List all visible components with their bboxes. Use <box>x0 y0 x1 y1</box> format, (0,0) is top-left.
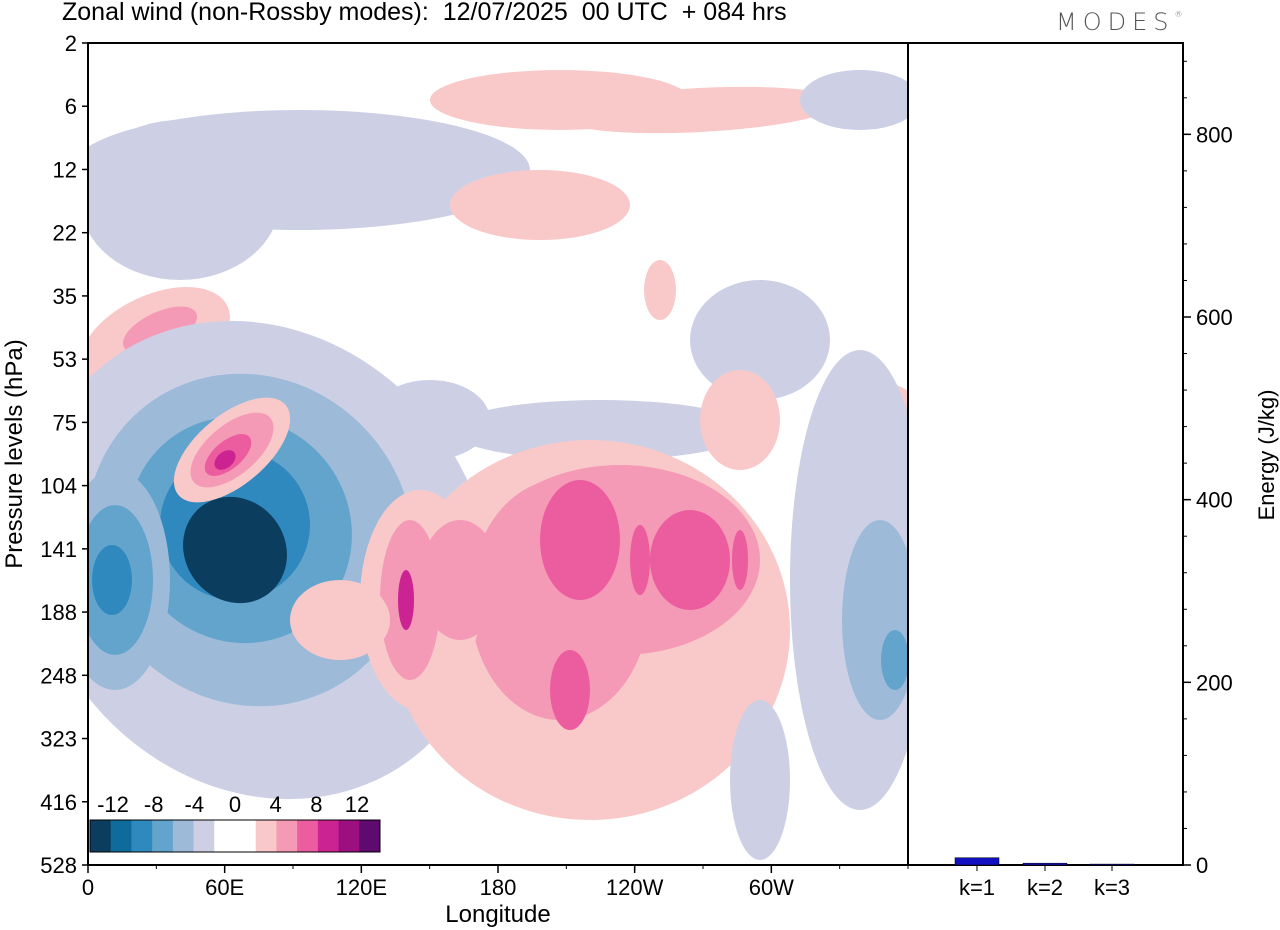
colorbar-swatch <box>90 820 112 852</box>
energy-tick-label: 400 <box>1196 488 1233 513</box>
pressure-axis: 2 6 12 22 35 53 75 104 141 188 248 323 416 528 <box>40 31 88 878</box>
x-tick-label: 120E <box>336 875 387 900</box>
y-tick-label: 6 <box>65 94 77 119</box>
energy-axis-label: Energy (J/kg) <box>1254 390 1279 521</box>
energy-bar <box>1022 862 1068 866</box>
y-axis-label: Pressure levels (hPa) <box>1 339 28 568</box>
energy-tick-label: 600 <box>1196 305 1233 330</box>
contour-region <box>650 510 730 610</box>
contour-region <box>88 120 280 280</box>
colorbar-label: -4 <box>185 792 205 817</box>
y-tick-label: 35 <box>53 284 77 309</box>
colorbar-swatch <box>317 820 340 852</box>
wind-contours <box>88 70 908 860</box>
colorbar-swatch <box>235 820 257 852</box>
colorbar-label: 0 <box>229 792 241 817</box>
energy-panel: 0 200 400 600 800 k=1 k=2 k=3 <box>907 42 1233 900</box>
colorbar-swatch <box>131 820 153 852</box>
y-tick-label: 104 <box>40 474 77 499</box>
y-tick-label: 188 <box>40 600 77 625</box>
contour-region <box>881 630 908 690</box>
colorbar-swatch <box>255 820 277 852</box>
y-tick-label: 248 <box>40 663 77 688</box>
logo-mark: ® <box>1174 10 1183 19</box>
x-axis-label: Longitude <box>445 901 550 928</box>
energy-tick-label: 200 <box>1196 670 1233 695</box>
contour-region <box>92 545 132 615</box>
colorbar-label: -12 <box>97 792 129 817</box>
x-tick-label: 60E <box>205 875 244 900</box>
energy-category-label: k=1 <box>959 875 995 900</box>
colorbar-swatch <box>172 820 195 852</box>
modes-logo: MODES® <box>1056 8 1182 36</box>
energy-frame <box>907 42 1184 866</box>
contour-region <box>800 70 908 130</box>
energy-category-label: k=2 <box>1027 875 1063 900</box>
y-tick-label: 2 <box>65 31 77 56</box>
contour-region <box>732 530 748 590</box>
colorbar-swatch <box>193 820 215 852</box>
energy-tick-label: 0 <box>1196 853 1208 878</box>
contour-region <box>398 570 414 630</box>
colorbar-legend: -12 -8 -4 0 4 8 12 <box>89 792 381 853</box>
colorbar-swatch <box>338 820 360 852</box>
chart-title: Zonal wind (non-Rossby modes): 12/07/202… <box>62 0 787 26</box>
colorbar-label: 4 <box>270 792 282 817</box>
energy-tick-label: 800 <box>1196 122 1233 147</box>
y-tick-label: 528 <box>40 853 77 878</box>
contour-region <box>370 380 490 460</box>
colorbar-swatch <box>152 820 174 852</box>
x-tick-label: 0 <box>82 875 94 900</box>
contour-region <box>420 520 500 640</box>
colorbar-label: -8 <box>144 792 164 817</box>
x-tick-label: 180 <box>480 875 517 900</box>
contour-region <box>540 480 620 600</box>
contour-region <box>214 450 236 470</box>
contour-region <box>290 580 390 660</box>
contour-region <box>450 170 630 240</box>
colorbar-swatch <box>110 820 132 852</box>
y-tick-label: 53 <box>53 347 77 372</box>
contour-region <box>630 525 650 595</box>
energy-bar <box>954 857 1000 866</box>
y-tick-label: 416 <box>40 790 77 815</box>
contour-region <box>700 370 780 470</box>
logo-text: MODES <box>1056 8 1175 36</box>
energy-category-label: k=3 <box>1094 875 1130 900</box>
energy-bar <box>1089 863 1135 866</box>
x-tick-label: 120W <box>606 875 664 900</box>
y-tick-label: 75 <box>53 410 77 435</box>
colorbar-label: 8 <box>310 792 322 817</box>
contour-region <box>842 520 908 720</box>
colorbar-frame <box>89 819 381 853</box>
zonal-wind-heatmap <box>87 42 909 866</box>
longitude-axis: 0 60E 120E 180 120W 60W <box>82 865 909 900</box>
y-tick-label: 323 <box>40 727 77 752</box>
colorbar-swatch <box>214 820 236 852</box>
contour-region <box>690 280 830 400</box>
y-tick-label: 12 <box>53 157 77 182</box>
x-tick-label: 60W <box>749 875 794 900</box>
contour-region <box>560 86 840 134</box>
contour-region <box>450 400 750 460</box>
colorbar-swatch <box>297 820 319 852</box>
colorbar-swatch <box>359 820 381 852</box>
colorbar-label: 12 <box>345 792 369 817</box>
contour-region <box>730 700 790 860</box>
y-tick-label: 141 <box>40 537 77 562</box>
y-tick-label: 22 <box>53 221 77 246</box>
colorbar-swatch <box>276 820 298 852</box>
contour-region <box>183 496 287 604</box>
contour-region <box>550 650 590 730</box>
contour-region <box>644 260 676 320</box>
